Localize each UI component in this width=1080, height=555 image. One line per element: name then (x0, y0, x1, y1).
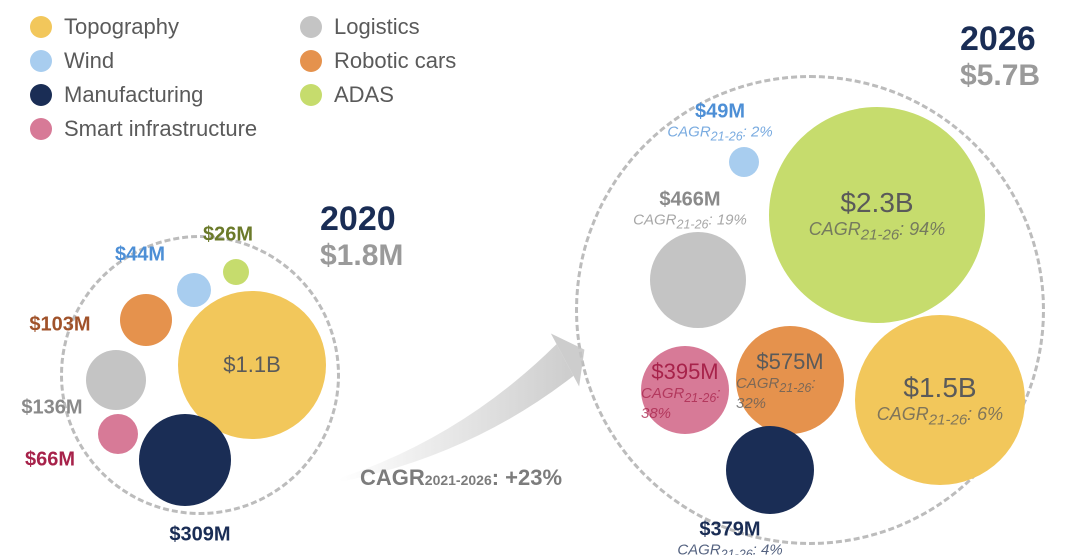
bubble-value: $395M (651, 359, 718, 385)
bubble-left-smart_infra (98, 414, 138, 454)
bubble-cagr: CAGR21-26: 32% (736, 375, 844, 412)
ext-label-left-wind: $44M (115, 244, 165, 267)
ext-value: $26M (203, 224, 253, 247)
legend-swatch-adas (300, 84, 322, 106)
legend-swatch-manufacturing (30, 84, 52, 106)
legend-label-wind: Wind (64, 48, 114, 74)
bubble-right-adas: $2.3BCAGR21-26: 94% (769, 107, 985, 323)
bubble-value: $575M (756, 349, 823, 375)
bubble-value: $2.3B (840, 187, 913, 219)
bubble-left-adas (223, 259, 249, 285)
ext-value: $66M (25, 449, 75, 472)
bubble-left-robotic_cars (120, 294, 172, 346)
legend-label-robotic_cars: Robotic cars (334, 48, 456, 74)
ext-value: $103M (29, 314, 90, 337)
year-block-2020: 2020 $1.8M (320, 200, 403, 273)
ext-value: $379M (677, 518, 782, 541)
ext-value: $49M (667, 100, 772, 123)
legend-swatch-topography (30, 16, 52, 38)
year-block-2026: 2026 $5.7B (960, 20, 1040, 93)
ext-cagr: CAGR21-26: 2% (667, 123, 772, 143)
center-cagr-value: : +23% (492, 465, 562, 490)
legend-label-manufacturing: Manufacturing (64, 82, 203, 108)
legend-swatch-wind (30, 50, 52, 72)
legend-swatch-smart_infra (30, 118, 52, 140)
legend-item-smart_infra: Smart infrastructure (30, 112, 257, 146)
ext-label-left-smart_infra: $66M (25, 449, 75, 472)
ext-label-right-logistics: $466MCAGR21-26: 19% (633, 188, 747, 231)
ext-cagr: CAGR21-26: 19% (633, 211, 747, 231)
ext-label-right-wind: $49MCAGR21-26: 2% (667, 100, 772, 143)
legend-item-logistics: Logistics (300, 10, 456, 44)
bubble-right-manufacturing (726, 426, 814, 514)
ext-label-left-adas: $26M (203, 224, 253, 247)
bubble-cagr: CAGR21-26: 94% (809, 219, 945, 244)
legend-label-logistics: Logistics (334, 14, 420, 40)
bubble-value: $1.5B (903, 372, 976, 404)
ext-label-left-robotic_cars: $103M (29, 314, 90, 337)
bubble-left-manufacturing (139, 414, 231, 506)
year-2020: 2020 (320, 200, 403, 239)
year-2026: 2026 (960, 20, 1040, 59)
bubble-right-smart_infra: $395MCAGR21-26: 38% (641, 346, 729, 434)
legend-swatch-robotic_cars (300, 50, 322, 72)
bubble-value: $1.1B (223, 352, 281, 378)
legend-label-topography: Topography (64, 14, 179, 40)
ext-label-right-manufacturing: $379MCAGR21-26: 4% (677, 518, 782, 555)
center-cagr-label: CAGR2021-2026: +23% (360, 465, 562, 491)
center-cagr-sub: 2021-2026 (425, 472, 492, 488)
bubble-right-wind (729, 147, 759, 177)
ext-value: $309M (169, 524, 230, 547)
total-2026: $5.7B (960, 59, 1040, 93)
ext-cagr: CAGR21-26: 4% (677, 541, 782, 555)
center-cagr-prefix: CAGR (360, 465, 425, 490)
legend-item-robotic_cars: Robotic cars (300, 44, 456, 78)
ext-label-left-logistics: $136M (21, 397, 82, 420)
legend-label-adas: ADAS (334, 82, 394, 108)
bubble-cagr: CAGR21-26: 6% (877, 404, 1003, 429)
bubble-right-topography: $1.5BCAGR21-26: 6% (855, 315, 1025, 485)
bubble-left-wind (177, 273, 211, 307)
ext-value: $466M (633, 188, 747, 211)
bubble-cagr: CAGR21-26: 38% (641, 385, 729, 422)
ext-value: $136M (21, 397, 82, 420)
legend-label-smart_infra: Smart infrastructure (64, 116, 257, 142)
bubble-right-logistics (650, 232, 746, 328)
legend-item-wind: Wind (30, 44, 257, 78)
legend-item-adas: ADAS (300, 78, 456, 112)
bubble-right-robotic_cars: $575MCAGR21-26: 32% (736, 326, 844, 434)
ext-value: $44M (115, 244, 165, 267)
bubble-left-logistics (86, 350, 146, 410)
legend-swatch-logistics (300, 16, 322, 38)
legend-item-manufacturing: Manufacturing (30, 78, 257, 112)
legend-item-topography: Topography (30, 10, 257, 44)
total-2020: $1.8M (320, 239, 403, 273)
ext-label-left-manufacturing: $309M (169, 524, 230, 547)
